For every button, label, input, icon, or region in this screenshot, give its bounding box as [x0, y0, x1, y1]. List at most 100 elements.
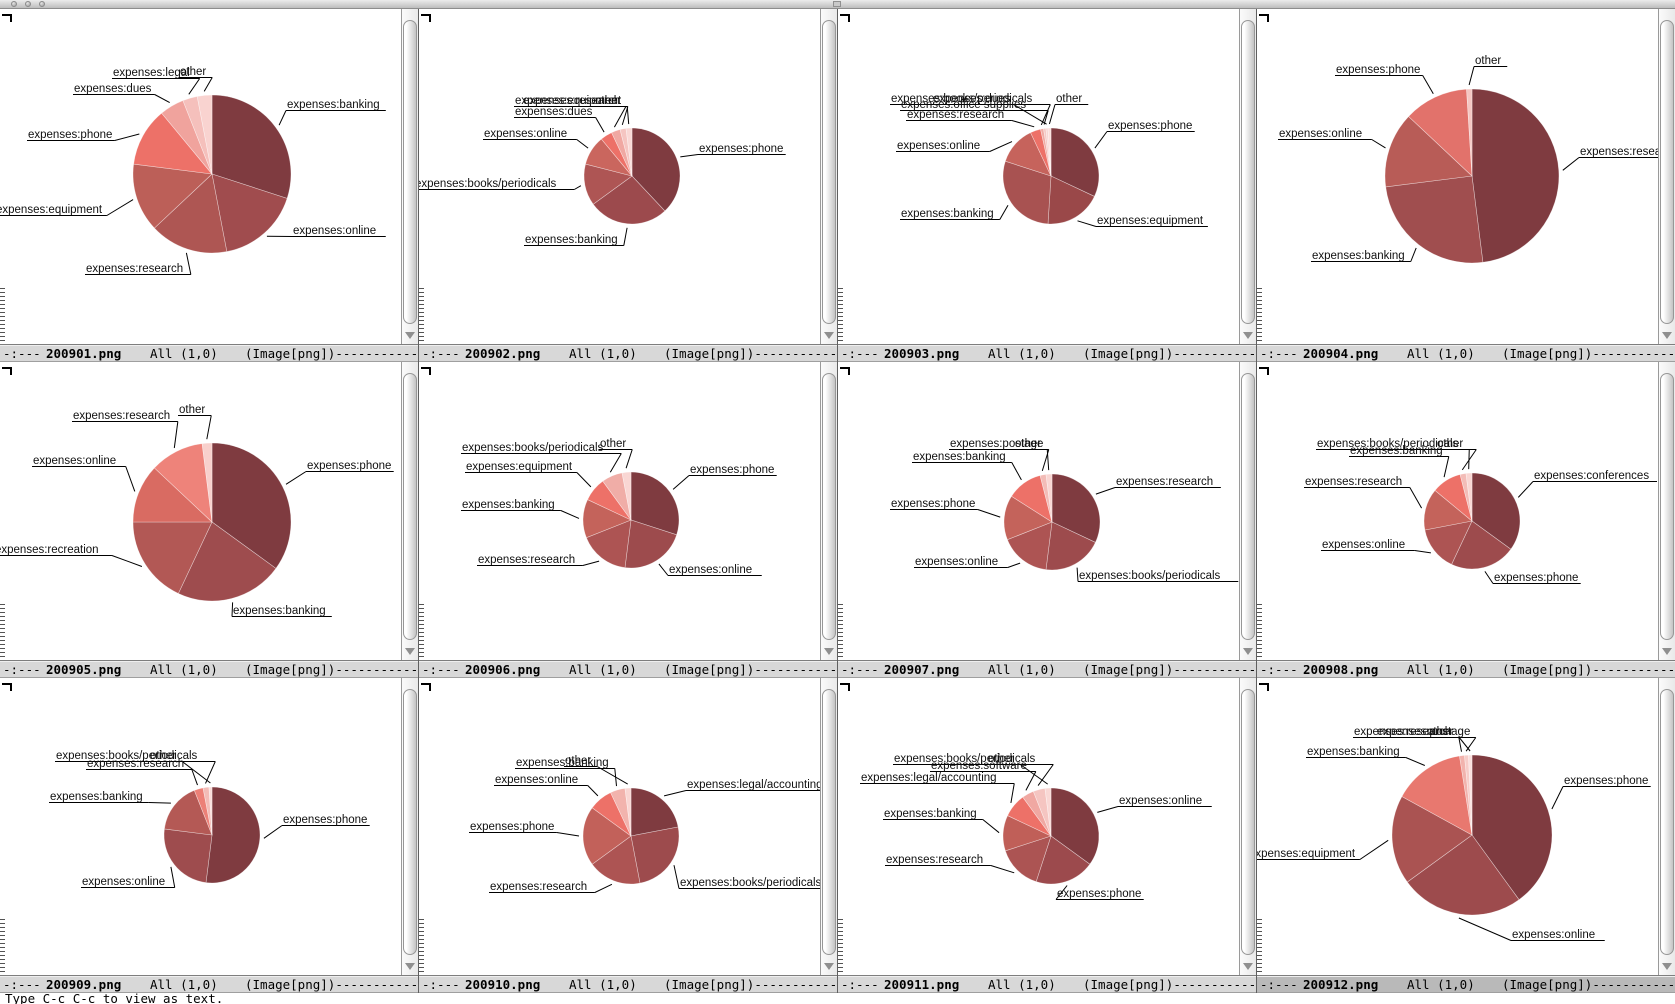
- modeline-buffer-name: 200906.png: [465, 662, 541, 677]
- vertical-scrollbar[interactable]: [1239, 362, 1256, 660]
- label-leader-line: [188, 78, 201, 95]
- label-leader-line: [999, 204, 1009, 220]
- label-leader-line: [977, 509, 1001, 518]
- image-buffer-view[interactable]: expenses:books/periodicals other expenses:…: [419, 362, 820, 660]
- slice-label: other: [1056, 93, 1082, 105]
- scrollbar-down-arrow-icon[interactable]: [824, 648, 834, 655]
- scrollbar-down-arrow-icon[interactable]: [1662, 648, 1672, 655]
- scrollbar-down-arrow-icon[interactable]: [1662, 963, 1672, 970]
- slice-label: expenses:online: [33, 455, 116, 467]
- image-buffer-view[interactable]: other expenses:phone expenses:online expens…: [1257, 9, 1658, 344]
- image-buffer-view[interactable]: expenses:postage other expenses:banking exp…: [838, 362, 1239, 660]
- mode-line[interactable]: -:--- 200909.png All (1,0) (Image[png]) ----…: [0, 975, 418, 993]
- image-buffer-view[interactable]: expenses:research expenses:postage other ex…: [1257, 678, 1658, 975]
- scrollbar-down-arrow-icon[interactable]: [1662, 332, 1672, 339]
- scrollbar-down-arrow-icon[interactable]: [824, 963, 834, 970]
- vertical-scrollbar[interactable]: [1239, 678, 1256, 975]
- vertical-scrollbar[interactable]: [401, 362, 418, 660]
- image-buffer-view[interactable]: expenses:books/periodicals other expenses:…: [1257, 362, 1658, 660]
- echo-area[interactable]: Type C-c C-c to view as text.: [0, 992, 1675, 1004]
- vertical-scrollbar[interactable]: [1239, 9, 1256, 344]
- vertical-scrollbar[interactable]: [401, 9, 418, 344]
- modeline-buffer-name: 200904.png: [1303, 346, 1379, 361]
- scrollbar-down-arrow-icon[interactable]: [405, 332, 415, 339]
- mode-line[interactable]: -:--- 200902.png All (1,0) (Image[png]) ----…: [419, 344, 837, 362]
- scrollbar-thumb[interactable]: [1660, 373, 1674, 640]
- scrollbar-thumb[interactable]: [822, 689, 836, 955]
- label-leader-line: [596, 766, 628, 785]
- modeline-position: All (1,0): [150, 662, 218, 677]
- scrollbar-down-arrow-icon[interactable]: [405, 963, 415, 970]
- scrollbar-down-arrow-icon[interactable]: [1243, 648, 1253, 655]
- pie-slice: [1045, 521, 1096, 571]
- scrollbar-down-arrow-icon[interactable]: [405, 648, 415, 655]
- image-buffer-view[interactable]: expenses:books/periodicals other expenses:…: [0, 678, 401, 975]
- mode-line[interactable]: -:--- 200903.png All (1,0) (Image[png]) ----…: [838, 344, 1256, 362]
- mode-line[interactable]: -:--- 200905.png All (1,0) (Image[png]) ----…: [0, 660, 418, 678]
- window-zoom-button[interactable]: [39, 1, 45, 7]
- slice-label: expenses:office supplies: [901, 99, 1026, 111]
- modeline-prefix: -:---: [841, 662, 879, 677]
- mode-line[interactable]: -:--- 200907.png All (1,0) (Image[png]) ----…: [838, 660, 1256, 678]
- vertical-scrollbar[interactable]: [820, 9, 837, 344]
- vertical-scrollbar[interactable]: [1658, 9, 1675, 344]
- scrollbar-thumb[interactable]: [822, 373, 836, 640]
- scrollbar-thumb[interactable]: [1241, 689, 1255, 955]
- pie-slice: [1035, 835, 1091, 885]
- image-corner-mark-icon: [1259, 683, 1269, 691]
- window-minimize-button[interactable]: [25, 1, 31, 7]
- label-leader-line: [1422, 75, 1434, 94]
- vertical-scrollbar[interactable]: [401, 678, 418, 975]
- scrollbar-thumb[interactable]: [403, 373, 417, 640]
- scrollbar-thumb[interactable]: [1241, 373, 1255, 640]
- mode-line[interactable]: -:--- 200912.png All (1,0) (Image[png]) ----…: [1257, 975, 1675, 993]
- vertical-scrollbar[interactable]: [1658, 362, 1675, 660]
- emacs-window: expenses:banking other expenses:online expe…: [419, 678, 838, 993]
- slice-label: expenses:equipment: [466, 461, 573, 473]
- fringe-dashes: [1257, 604, 1262, 658]
- image-buffer-view[interactable]: expenses:equipment expenses:research other…: [419, 9, 820, 344]
- fringe-dashes: [838, 919, 843, 973]
- label-leader-line: [609, 453, 622, 473]
- modeline-prefix: -:---: [1260, 977, 1298, 992]
- scrollbar-thumb[interactable]: [403, 689, 417, 955]
- image-buffer-view[interactable]: expenses:banking other expenses:online expe…: [419, 678, 820, 975]
- image-buffer-view[interactable]: other expenses:research expenses:online exp…: [0, 362, 401, 660]
- mode-line[interactable]: -:--- 200906.png All (1,0) (Image[png]) ----…: [419, 660, 837, 678]
- mode-line[interactable]: -:--- 200908.png All (1,0) (Image[png]) ----…: [1257, 660, 1675, 678]
- image-buffer-view[interactable]: expenses:books/periodicals other expenses:…: [838, 678, 1239, 975]
- slice-label: expenses:research: [886, 854, 983, 866]
- scrollbar-down-arrow-icon[interactable]: [1243, 963, 1253, 970]
- vertical-scrollbar[interactable]: [1658, 678, 1675, 975]
- window-close-button[interactable]: [11, 1, 17, 7]
- image-buffer-view[interactable]: expenses:legal other expenses:dues expenses…: [0, 9, 401, 344]
- scrollbar-thumb[interactable]: [822, 20, 836, 324]
- slice-label: expenses:banking: [233, 605, 326, 617]
- slice-label: expenses:books/periodicals: [1317, 438, 1459, 450]
- modeline-prefix: -:---: [1260, 662, 1298, 677]
- scrollbar-thumb[interactable]: [1660, 20, 1674, 324]
- image-buffer-view[interactable]: expenses:books/periodicals expenses:dues o…: [838, 9, 1239, 344]
- slice-label: expenses:phone: [1057, 888, 1141, 900]
- scrollbar-down-arrow-icon[interactable]: [824, 332, 834, 339]
- label-leader-line: [111, 555, 143, 567]
- image-corner-mark-icon: [840, 683, 850, 691]
- scrollbar-thumb[interactable]: [1660, 689, 1674, 955]
- pie-slice: [592, 175, 666, 225]
- scrollbar-thumb[interactable]: [1241, 20, 1255, 324]
- vertical-scrollbar[interactable]: [820, 678, 837, 975]
- scrollbar-down-arrow-icon[interactable]: [1243, 332, 1253, 339]
- vertical-scrollbar[interactable]: [820, 362, 837, 660]
- pie-slice: [211, 173, 288, 252]
- mode-line[interactable]: -:--- 200911.png All (1,0) (Image[png]) ----…: [838, 975, 1256, 993]
- modeline-buffer-name: 200912.png: [1303, 977, 1379, 992]
- pie-slice: [621, 471, 632, 521]
- slice-label: expenses:research: [1116, 476, 1213, 488]
- scrollbar-thumb[interactable]: [403, 20, 417, 324]
- slice-label: expenses:research: [1305, 476, 1402, 488]
- modeline-major-mode: (Image[png]): [664, 977, 755, 992]
- mode-line[interactable]: -:--- 200910.png All (1,0) (Image[png]) ----…: [419, 975, 837, 993]
- mode-line[interactable]: -:--- 200901.png All (1,0) (Image[png]) ----…: [0, 344, 418, 362]
- mode-line[interactable]: -:--- 200904.png All (1,0) (Image[png]) ----…: [1257, 344, 1675, 362]
